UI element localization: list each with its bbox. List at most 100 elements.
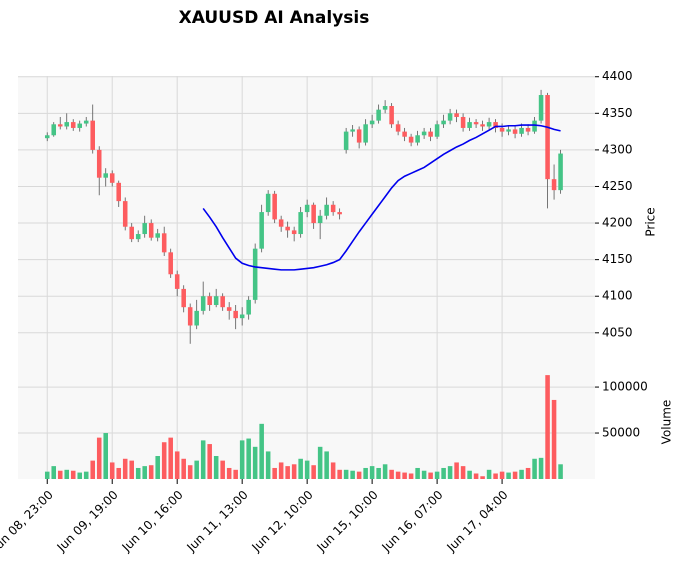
candle-body	[265, 193, 271, 213]
candle-body	[330, 204, 336, 213]
volume-bar	[434, 471, 440, 479]
volume-bar	[187, 465, 193, 479]
price-panel	[18, 76, 595, 365]
volume-bar	[421, 470, 427, 479]
volume-bar	[460, 466, 466, 479]
volume-bar	[324, 451, 329, 479]
volume-bar	[512, 471, 518, 479]
volume-bar	[155, 456, 160, 479]
candle-body	[395, 124, 401, 132]
candle-body	[350, 129, 355, 132]
volume-bar	[96, 437, 102, 479]
volume-bar	[532, 458, 537, 479]
volume-bar	[291, 464, 297, 479]
volume-bar	[64, 469, 70, 479]
candle-body	[116, 182, 121, 202]
candle-body	[447, 113, 453, 121]
volume-bar	[148, 465, 154, 479]
volume-bar	[57, 470, 63, 479]
x-tick-label: Jun 17, 04:00	[443, 488, 510, 555]
candle-body	[181, 288, 186, 308]
volume-bar	[304, 460, 310, 479]
volume-bar	[44, 471, 50, 479]
candle-body	[337, 212, 342, 215]
candle-body	[187, 307, 193, 326]
volume-bar	[330, 462, 336, 479]
candle-body	[220, 296, 225, 308]
volume-bar	[194, 460, 199, 479]
y-tick-label: 4100	[602, 289, 633, 303]
candle-body	[135, 234, 141, 240]
volume-bar	[369, 466, 375, 479]
candle-body	[551, 179, 557, 191]
volume-bar	[252, 446, 258, 479]
volume-bar	[77, 472, 83, 479]
volume-bar	[220, 460, 225, 479]
volume-bar	[447, 466, 453, 479]
candle-body	[103, 173, 108, 178]
volume-bar	[207, 444, 212, 479]
volume-panel	[18, 365, 595, 479]
volume-bar	[551, 399, 557, 479]
volume-bar	[343, 469, 349, 479]
candle-body	[486, 122, 492, 127]
y-tick-label: 4300	[602, 142, 633, 156]
candle-body	[434, 124, 440, 137]
volume-bar	[272, 467, 277, 479]
chart-title: XAUUSD AI Analysis	[179, 8, 370, 28]
volume-bar	[538, 457, 544, 479]
volume-bar	[311, 465, 316, 479]
y-tick-label: 4350	[602, 106, 633, 120]
candle-body	[226, 307, 232, 311]
candle-body	[545, 95, 550, 180]
candle-body	[558, 153, 563, 191]
volume-bar	[558, 464, 563, 479]
y-tick-label: 4050	[602, 325, 633, 339]
x-tick-label: Jun 09, 19:00	[54, 488, 121, 555]
volume-bar	[246, 438, 251, 479]
volume-bar	[116, 467, 121, 479]
candle-body	[194, 310, 199, 326]
volume-bar	[428, 472, 433, 479]
volume-bar	[467, 470, 472, 479]
candle-body	[70, 122, 76, 128]
volume-bar	[70, 470, 76, 479]
candle-body	[532, 120, 537, 132]
candle-body	[382, 105, 388, 110]
candle-body	[207, 296, 212, 306]
x-tick-label: Jun 10, 16:00	[119, 488, 186, 555]
volume-bar	[122, 458, 128, 479]
volume-bar	[285, 466, 290, 479]
candle-body	[363, 124, 368, 143]
volume-bar	[506, 472, 511, 479]
x-tick-label: Jun 12, 10:00	[249, 488, 316, 555]
candle-body	[473, 122, 479, 125]
candle-body	[499, 127, 505, 132]
volume-bar	[356, 471, 362, 479]
volume-bar	[168, 437, 173, 479]
volume-bar	[174, 451, 180, 479]
volume-bar	[200, 440, 206, 479]
volume-bar	[350, 470, 355, 479]
candle-body	[376, 109, 381, 121]
volume-bar	[363, 467, 368, 479]
candle-body	[96, 149, 102, 178]
x-tick-label: Jun 15, 10:00	[314, 488, 381, 555]
candle-body	[278, 219, 284, 227]
volume-bar	[135, 467, 141, 479]
candle-body	[317, 215, 323, 224]
volume-tick-label: 50000	[602, 426, 640, 440]
volume-bar	[278, 462, 284, 479]
candle-body	[129, 226, 134, 240]
candle-body	[246, 299, 251, 315]
volume-bar	[317, 446, 323, 479]
volume-bar	[90, 460, 95, 479]
moving-average-line	[202, 124, 561, 271]
candle-body	[168, 252, 173, 275]
candle-body	[161, 233, 167, 253]
candle-body	[304, 204, 310, 213]
volume-bar	[415, 467, 420, 479]
volume-bar	[473, 473, 479, 479]
candle-body	[174, 274, 180, 289]
